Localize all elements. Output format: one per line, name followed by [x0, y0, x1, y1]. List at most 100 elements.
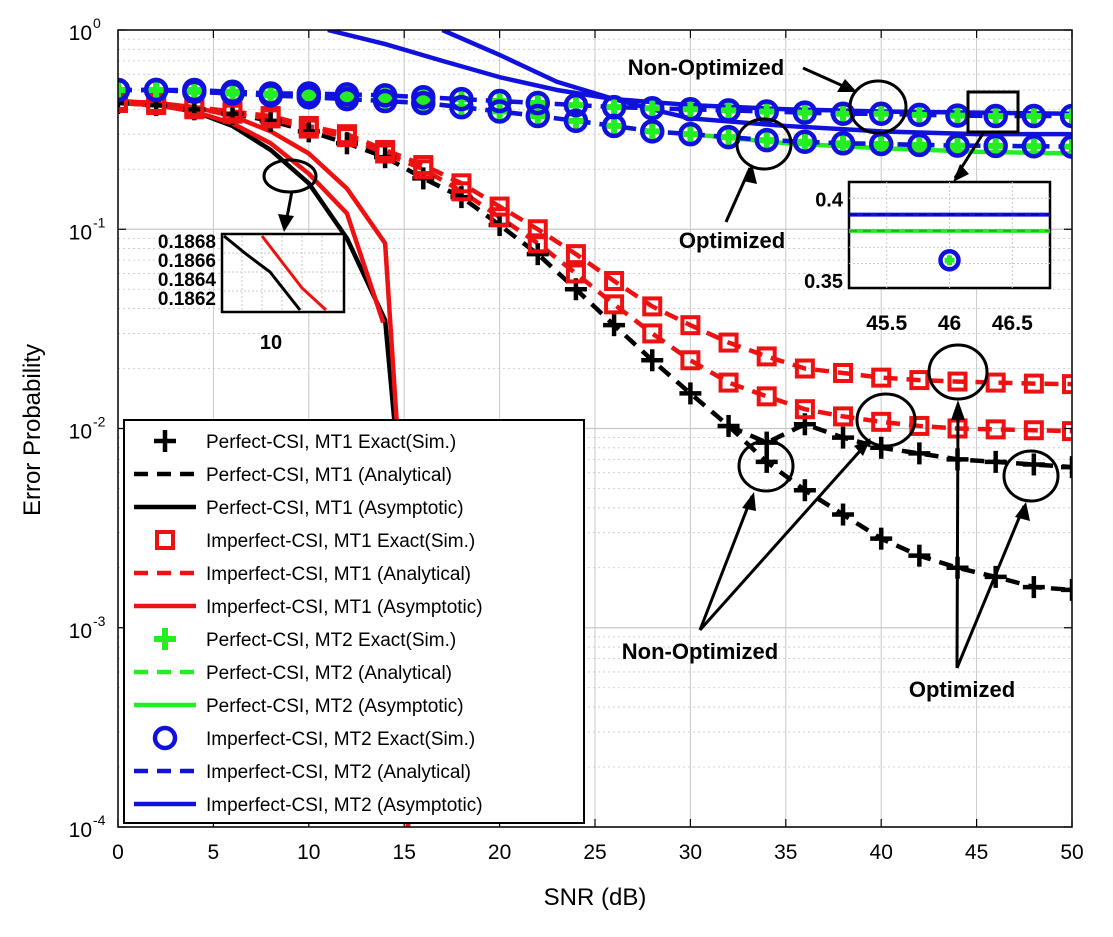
- y-tick-exponent-0: 0: [93, 15, 101, 31]
- marker-square-5-17: [756, 346, 777, 367]
- zoom-box: [966, 90, 1020, 134]
- marker-plus-11-20: [870, 102, 893, 125]
- x-tick-label-6: 30: [679, 841, 702, 864]
- y-tick-label-3: 10: [69, 620, 92, 643]
- marker-square-7-16: [718, 372, 739, 393]
- marker-square-7-11: [527, 233, 548, 254]
- marker-plus-12-22: [946, 134, 969, 157]
- series-line-20: [441, 30, 1072, 137]
- marker-circle-17-23: [983, 133, 1008, 159]
- arrow-optimized-b: [955, 505, 1026, 669]
- y-tick-exponent-1: -1: [93, 214, 106, 230]
- marker-square-5-25: [1062, 374, 1072, 395]
- marker-square-5-23: [985, 372, 1006, 393]
- marker-circle-17-14: [639, 119, 665, 144]
- x-tick-label-1: 5: [208, 841, 220, 864]
- marker-square-7-13: [604, 294, 625, 315]
- marker-plus-12-1: [145, 78, 168, 101]
- marker-plus-12-25: [1061, 135, 1072, 158]
- y-tick-exponent-3: -3: [93, 613, 106, 629]
- arrow-non-optimized-a: [698, 495, 754, 631]
- legend-item-10: Imperfect-CSI, MT2 (Analytical): [134, 762, 471, 783]
- marker-circle-15-24: [1021, 103, 1047, 129]
- arrowhead-optimized-b: [1015, 502, 1030, 521]
- y-tick-label-4: 10: [69, 819, 92, 842]
- marker-circle-17-7: [372, 88, 398, 114]
- inset-left-xtick: 10: [260, 332, 282, 354]
- marker-circle-15-19: [830, 101, 856, 126]
- marker-square-7-17: [756, 386, 777, 407]
- series-markers-17: [118, 77, 1072, 159]
- marker-circle-17-0: [118, 77, 131, 103]
- legend-item-4: Imperfect-CSI, MT1 (Analytical): [134, 564, 471, 585]
- x-tick-label-10: 50: [1060, 841, 1083, 864]
- marker-square-7-23: [985, 419, 1006, 440]
- marker-plus-0-19: [832, 426, 855, 449]
- inset-right-plot: [849, 182, 1050, 288]
- marker-plus-0-23: [984, 450, 1007, 473]
- legend-label-4: Imperfect-CSI, MT1 (Analytical): [206, 564, 471, 585]
- inset-left-red-curve: [260, 235, 328, 312]
- series-line-10: [118, 98, 411, 827]
- inset-left-frame: [220, 232, 346, 314]
- marker-plus-12-19: [832, 132, 855, 155]
- marker-circle-17-15: [678, 121, 703, 147]
- inset-left-ytick-3: 0.1864: [158, 270, 217, 291]
- marker-plus-11-15: [679, 98, 702, 121]
- marker-plus-2-2: [832, 503, 855, 526]
- inset-left-black-curve: [223, 234, 302, 311]
- marker-square-7-25: [1062, 421, 1072, 442]
- marker-circle-17-22: [945, 133, 970, 158]
- arrowhead-optimized-a: [951, 400, 965, 420]
- marker-circle-17-4: [258, 83, 283, 108]
- inset-right-xtick-1: 46: [938, 312, 961, 335]
- arrowhead-inset-left: [278, 214, 294, 232]
- marker-plus-12-23: [984, 134, 1007, 157]
- arrowhead-zoom-box: [953, 164, 969, 182]
- marker-plus-0-15: [679, 382, 702, 405]
- marker-square-7-4: [260, 108, 281, 129]
- marker-square-7-7: [375, 143, 396, 164]
- marker-circle-17-9: [449, 94, 474, 120]
- marker-square-7-14: [642, 323, 663, 344]
- marker-square-7-0: [118, 93, 128, 114]
- legend-label-2: Perfect-CSI, MT1 (Asymptotic): [206, 498, 464, 519]
- legend-label-0: Perfect-CSI, MT1 Exact(Sim.): [206, 432, 456, 453]
- marker-plus-0-20: [870, 436, 893, 459]
- marker-circle-15-17: [754, 99, 779, 124]
- annotation-circle-non-optimized-a: [737, 439, 795, 493]
- legend-label-8: Perfect-CSI, MT2 (Asymptotic): [206, 696, 464, 717]
- x-axis-label: SNR (dB): [544, 884, 647, 911]
- series-markers-7: [118, 93, 1072, 442]
- legend-item-2: Perfect-CSI, MT1 (Asymptotic): [134, 498, 464, 519]
- marker-plus-12-14: [641, 120, 664, 143]
- marker-plus-12-16: [717, 126, 740, 149]
- x-tick-label-7: 35: [774, 841, 797, 864]
- marker-circle-17-10: [487, 99, 512, 124]
- marker-circle-17-13: [601, 113, 627, 139]
- legend-item-7: Perfect-CSI, MT2 (Analytical): [134, 663, 452, 684]
- arrowheads: [278, 79, 1030, 521]
- y-tick-label-2: 10: [69, 421, 92, 444]
- legend-label-6: Perfect-CSI, MT2 Exact(Sim.): [206, 630, 456, 651]
- marker-plus-11-14: [641, 97, 664, 120]
- label-optimized-bottom: Optimized: [909, 677, 1015, 702]
- x-tick-label-8: 40: [870, 841, 893, 864]
- arrowhead-non-optimized-top: [837, 79, 857, 92]
- marker-circle-17-12: [563, 108, 589, 134]
- inset-right-xtick-2: 46.5: [992, 312, 1033, 335]
- marker-plus-0-25: [1061, 456, 1072, 479]
- marker-circle-17-6: [334, 86, 360, 112]
- marker-plus-11-23: [984, 105, 1007, 128]
- marker-square-5-19: [833, 362, 854, 383]
- marker-plus-11-21: [908, 103, 931, 126]
- marker-square-5-14: [642, 296, 663, 317]
- marker-circle-15-25: [1059, 103, 1072, 129]
- marker-square-5-24: [1023, 373, 1044, 394]
- inset-right-ytick-0: 0.4: [815, 189, 844, 211]
- marker-plus-2-0: [755, 450, 778, 473]
- marker-circle-17-8: [411, 90, 436, 116]
- inset-right: 0.4 0.35 45.5 46 46.5: [804, 180, 1052, 335]
- marker-square-7-24: [1023, 420, 1044, 441]
